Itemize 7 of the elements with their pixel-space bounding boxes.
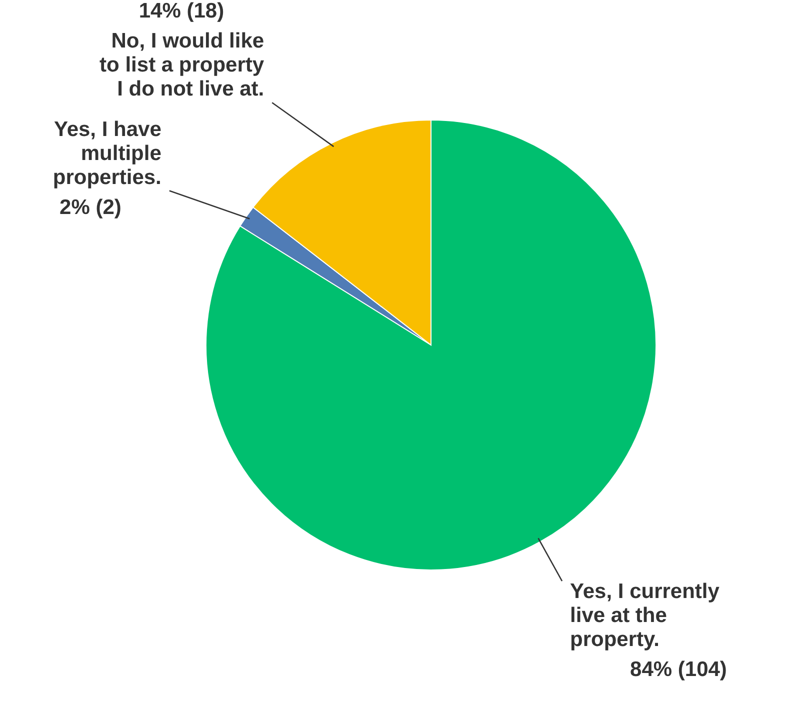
data-label: 84% (104)	[630, 658, 727, 682]
data-label: 2% (2)	[60, 196, 122, 219]
slice-label: No, I would like to list a property I do not live at.	[100, 30, 264, 101]
pie-slice	[206, 120, 656, 570]
data-label: 14% (18)	[138, 0, 224, 23]
slice-label: Yes, I have multiple properties.	[52, 118, 162, 189]
slice-label: Yes, I currently live at the property.	[570, 580, 720, 652]
